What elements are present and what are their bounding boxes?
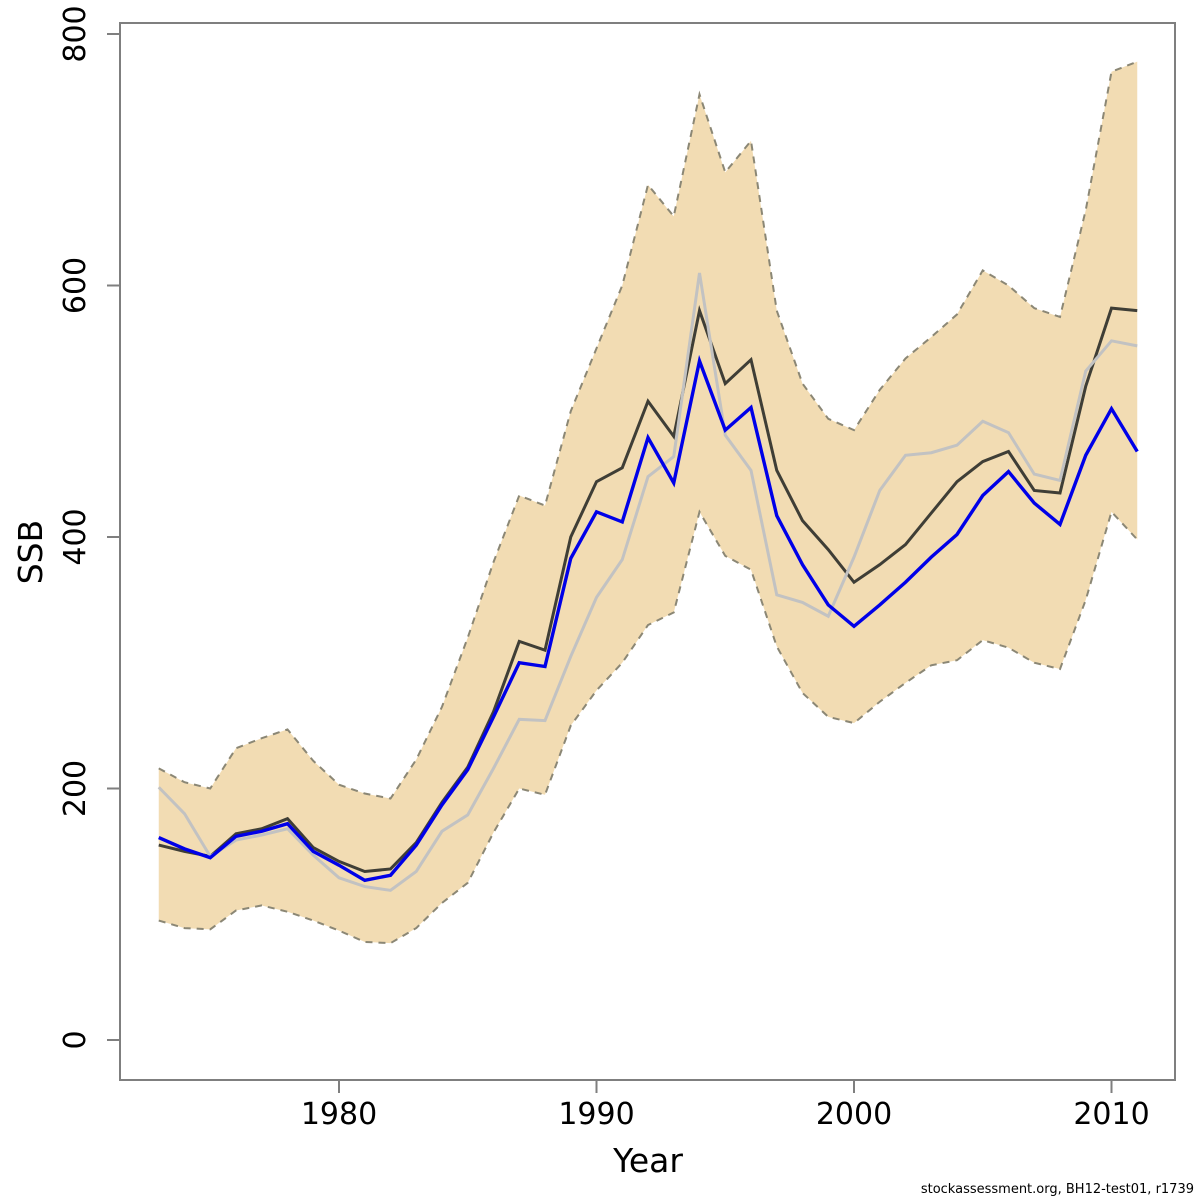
y-tick-label: 600 — [58, 257, 93, 314]
ssb-estimate-dark-line — [158, 305, 1138, 874]
footer-attribution: stockassessment.org, BH12-test01, r1739 — [921, 1182, 1194, 1197]
y-tick-label: 800 — [58, 5, 93, 62]
confidence-band-layer — [158, 60, 1138, 945]
x-tick-label: 1980 — [301, 1097, 377, 1132]
plot-frame — [119, 22, 1176, 1081]
series-layer — [157, 272, 1139, 892]
y-tick-label: 200 — [58, 760, 93, 817]
y-tick-label: 400 — [58, 508, 93, 565]
confidence-band-lower-border — [158, 509, 1138, 945]
x-tick-label: 2010 — [1073, 1097, 1149, 1132]
x-tick-label: 1990 — [558, 1097, 634, 1132]
axis-layer: 0 200 400 600 800 1980 1990 2000 2010 — [58, 5, 1176, 1132]
ssb-comparison-blue-line — [158, 354, 1139, 883]
confidence-band — [158, 61, 1138, 944]
ssb-comparison-gray-line — [157, 272, 1138, 892]
x-axis-title: Year — [612, 1141, 683, 1180]
y-tick-label: 0 — [58, 1030, 93, 1049]
y-axis-title: SSB — [11, 520, 50, 585]
x-tick-label: 2000 — [816, 1097, 892, 1132]
confidence-band-upper-border — [158, 60, 1138, 800]
